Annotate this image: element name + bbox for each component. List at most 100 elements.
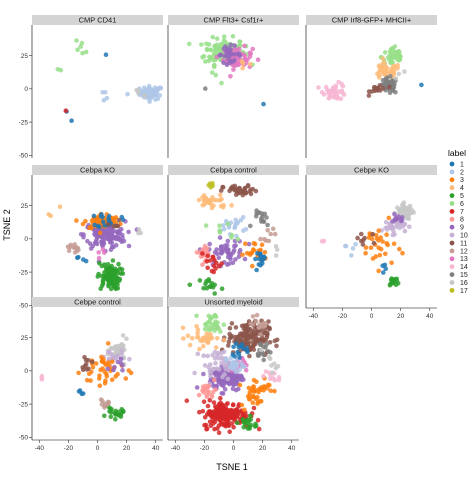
data-point <box>211 377 217 383</box>
data-point <box>90 359 95 365</box>
data-point <box>224 407 229 412</box>
data-point <box>219 391 225 396</box>
data-point <box>210 417 216 423</box>
legend-label: 6 <box>460 201 464 208</box>
data-point <box>104 95 110 101</box>
data-point <box>213 314 219 320</box>
data-point <box>107 409 112 414</box>
data-point <box>100 366 105 371</box>
data-point <box>248 417 253 422</box>
data-point <box>405 215 411 221</box>
data-point <box>261 321 267 326</box>
data-point <box>208 316 214 321</box>
data-point <box>230 260 236 266</box>
data-point <box>200 408 206 414</box>
data-point <box>209 393 214 398</box>
data-point <box>74 38 79 43</box>
data-point <box>216 263 222 269</box>
data-point <box>328 88 334 94</box>
data-point <box>256 210 261 216</box>
y-tick-label: 25 <box>21 53 29 60</box>
facet-strip-label: CMP Irf8-GFP+ MHCII+ <box>332 16 412 25</box>
x-tick-label: 0 <box>370 313 374 320</box>
data-point <box>377 252 383 258</box>
data-point <box>229 415 234 421</box>
data-point <box>242 256 248 262</box>
facet-strip <box>32 15 163 25</box>
data-point <box>229 203 234 208</box>
data-point <box>184 398 190 404</box>
data-point <box>219 80 224 86</box>
y-tick-label: -25 <box>19 269 29 276</box>
legend-key <box>449 209 455 214</box>
facet-panel: CMP CD41 -50 -25 0 25 <box>19 15 163 160</box>
legend-label: 9 <box>460 225 464 232</box>
data-point <box>259 258 264 263</box>
data-point <box>227 325 233 331</box>
data-point <box>200 262 205 268</box>
points-group <box>187 33 266 107</box>
legend-key <box>449 193 455 199</box>
data-point <box>206 390 211 396</box>
data-point <box>76 389 82 394</box>
data-point <box>233 257 238 262</box>
data-point <box>136 90 141 96</box>
data-point <box>252 331 258 337</box>
data-point <box>217 377 223 383</box>
data-point <box>387 84 392 90</box>
data-point <box>109 267 115 272</box>
data-point <box>240 333 246 339</box>
data-point <box>228 42 233 48</box>
x-tick-label: -20 <box>64 445 74 452</box>
data-point <box>265 228 271 233</box>
data-point <box>192 370 197 376</box>
data-point <box>201 399 207 405</box>
panels-layer: CMP CD41 -50 -25 0 25 CMP Flt3+ Csf1r+ CMP Irf… <box>19 15 437 452</box>
data-point <box>90 364 96 370</box>
data-point <box>76 370 81 376</box>
data-point <box>99 273 105 279</box>
points-group <box>180 312 282 436</box>
data-point <box>181 336 186 341</box>
data-point <box>212 356 218 361</box>
data-point <box>113 417 118 422</box>
data-point <box>233 217 238 223</box>
data-point <box>82 363 88 369</box>
data-point <box>119 348 124 353</box>
data-point <box>211 203 216 208</box>
legend-label: 16 <box>460 280 468 287</box>
data-point <box>208 362 213 367</box>
data-point <box>209 335 215 341</box>
data-point <box>92 231 97 237</box>
data-point <box>395 66 400 71</box>
legend-key <box>449 224 455 230</box>
data-point <box>157 85 163 91</box>
data-point <box>233 325 239 330</box>
data-point <box>234 411 239 416</box>
data-point <box>250 400 256 406</box>
facet-strip <box>306 15 437 25</box>
data-point <box>90 243 96 249</box>
data-point <box>55 67 61 72</box>
data-point <box>388 74 393 79</box>
x-tick-label: -20 <box>338 313 348 320</box>
data-point <box>232 225 237 231</box>
data-point <box>80 367 86 373</box>
data-point <box>117 278 122 284</box>
data-point <box>264 215 269 220</box>
data-point <box>267 340 273 345</box>
data-point <box>108 275 114 281</box>
data-point <box>116 217 122 223</box>
data-point <box>93 361 99 366</box>
data-point <box>194 385 200 390</box>
legend-key <box>449 232 455 238</box>
y-tick-label: 0 <box>24 368 28 375</box>
data-point <box>211 322 217 327</box>
data-point <box>238 373 244 379</box>
x-tick-label: -40 <box>309 313 319 320</box>
data-point <box>394 278 400 283</box>
data-point <box>257 342 263 347</box>
data-point <box>242 53 247 59</box>
